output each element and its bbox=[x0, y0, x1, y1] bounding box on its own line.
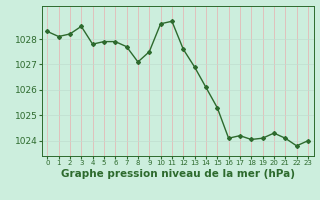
X-axis label: Graphe pression niveau de la mer (hPa): Graphe pression niveau de la mer (hPa) bbox=[60, 169, 295, 179]
